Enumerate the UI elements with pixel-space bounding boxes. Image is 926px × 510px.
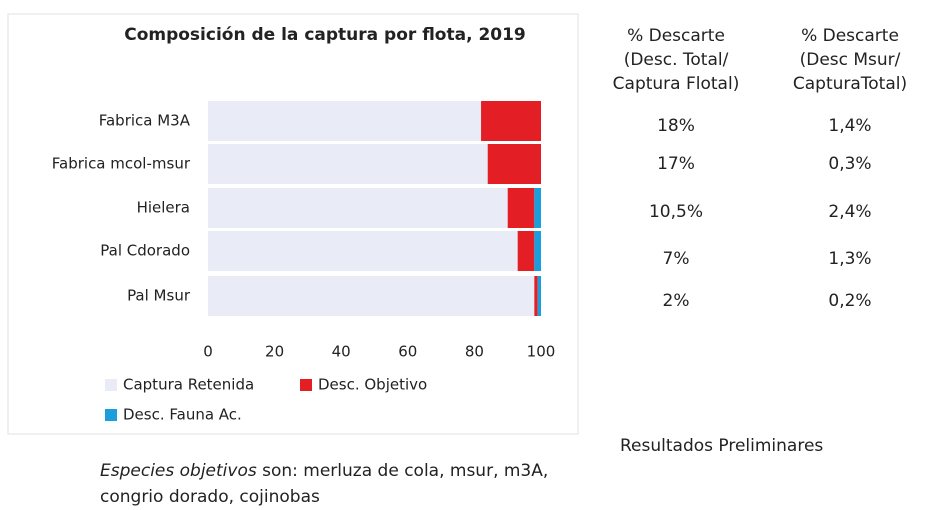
footer: Resultados Preliminares — [620, 436, 824, 456]
chart-title: Composición de la captura por flota, 201… — [124, 25, 526, 45]
bar-segment — [507, 188, 535, 228]
bar-segment — [208, 144, 488, 184]
bar-segment — [517, 231, 535, 271]
note-text: son: merluza de cola, msur, m3A, congrio… — [100, 461, 549, 507]
table-cell: 18% — [657, 116, 695, 136]
bar-segment — [537, 276, 541, 316]
x-tick-label: 80 — [465, 343, 484, 361]
bar-segment — [208, 231, 518, 271]
column-header: % Descarte (Desc. Total/ Captura Flotal) — [612, 26, 740, 94]
legend-swatch — [105, 379, 117, 391]
bar-segment — [487, 144, 541, 184]
table-cell: 2% — [662, 291, 690, 311]
legend-label: Captura Retenida — [123, 376, 254, 394]
y-tick-label: Hielera — [137, 199, 190, 217]
x-tick-label: 60 — [398, 343, 417, 361]
bar-segment — [208, 276, 535, 316]
table-cell: 0,2% — [828, 291, 872, 311]
chart-frame — [7, 13, 579, 435]
legend-label: Desc. Fauna Ac. — [123, 406, 242, 424]
x-tick-label: 100 — [527, 343, 556, 361]
bar-segment — [208, 188, 508, 228]
x-tick-label: 0 — [203, 343, 213, 361]
column-header: % Descarte (Desc Msur/ CapturaTotal) — [792, 26, 908, 94]
table-cell: 1,4% — [828, 116, 872, 136]
table-cell: 2,4% — [828, 202, 872, 222]
legend-swatch — [105, 409, 117, 421]
note: Especies objetivos son: merluza de cola,… — [100, 458, 600, 510]
x-tick-label: 20 — [265, 343, 284, 361]
y-tick-label: Fabrica M3A — [99, 112, 191, 130]
legend-label: Desc. Objetivo — [318, 376, 427, 394]
note-emphasis: Especies objetivos — [100, 461, 257, 481]
bar-segment — [481, 101, 541, 141]
y-tick-label: Pal Msur — [127, 287, 191, 305]
y-tick-label: Pal Cdorado — [100, 242, 190, 260]
table-cell: 10,5% — [648, 202, 703, 222]
table-cell: 1,3% — [828, 249, 872, 269]
bar-segment — [534, 276, 538, 316]
bar-segment — [534, 231, 541, 271]
table-cell: 7% — [662, 249, 690, 269]
legend-swatch — [300, 379, 312, 391]
y-tick-label: Fabrica mcol-msur — [52, 155, 191, 173]
bar-segment — [208, 101, 482, 141]
table-cell: 0,3% — [828, 154, 872, 174]
x-tick-label: 40 — [332, 343, 351, 361]
table-cell: 17% — [657, 154, 695, 174]
bar-segment — [534, 188, 541, 228]
